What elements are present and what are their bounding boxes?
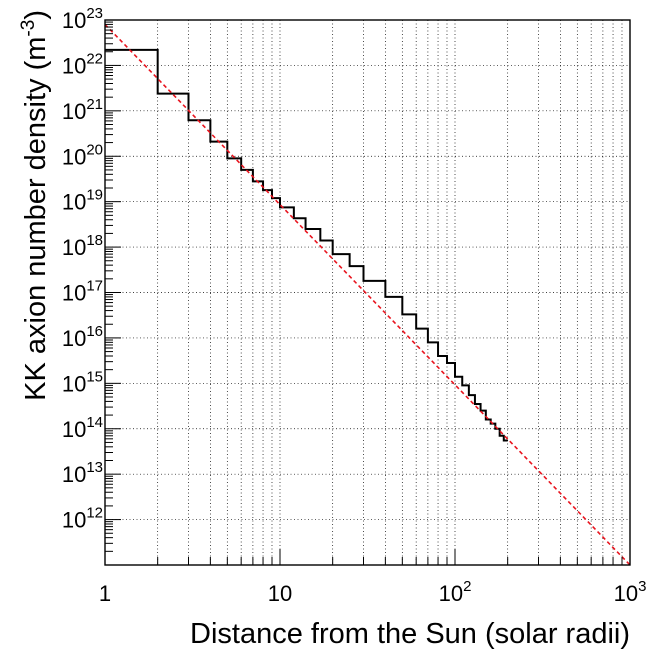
x-tick-label: 103	[614, 578, 647, 606]
y-tick-label: 1019	[62, 187, 103, 215]
y-axis-label: KK axion number density (m-3)	[18, 10, 52, 401]
y-axis-label-exponent: -3	[18, 20, 39, 37]
y-tick-label: 1021	[62, 96, 103, 124]
y-tick-label: 1022	[62, 50, 103, 78]
y-axis-label-close: )	[20, 10, 52, 20]
x-axis-label: Distance from the Sun (solar radii)	[190, 618, 630, 650]
y-tick-label: 1012	[62, 505, 103, 533]
tick-labels: 1 10 102 103 1012 1013 1014 1015 1016 1017 1018 101…	[62, 5, 647, 606]
y-tick-label: 1015	[62, 368, 103, 396]
y-tick-label: 1013	[62, 459, 103, 487]
series-layer	[104, 23, 631, 566]
x-tick-label: 1	[99, 581, 111, 606]
plot-frame	[104, 19, 631, 566]
power-law-fit-line	[104, 23, 631, 566]
y-tick-label: 1020	[62, 141, 103, 169]
y-tick-label: 1023	[62, 5, 103, 33]
y-axis-label-main: KK axion number density (m	[20, 37, 52, 401]
y-tick-label: 1017	[62, 278, 103, 306]
y-tick-label: 1014	[62, 414, 103, 442]
grid-lines	[105, 20, 630, 565]
y-tick-label: 1018	[62, 232, 103, 260]
y-tick-label: 1016	[62, 323, 103, 351]
x-tick-label: 102	[439, 578, 472, 606]
x-tick-label: 10	[268, 581, 292, 606]
